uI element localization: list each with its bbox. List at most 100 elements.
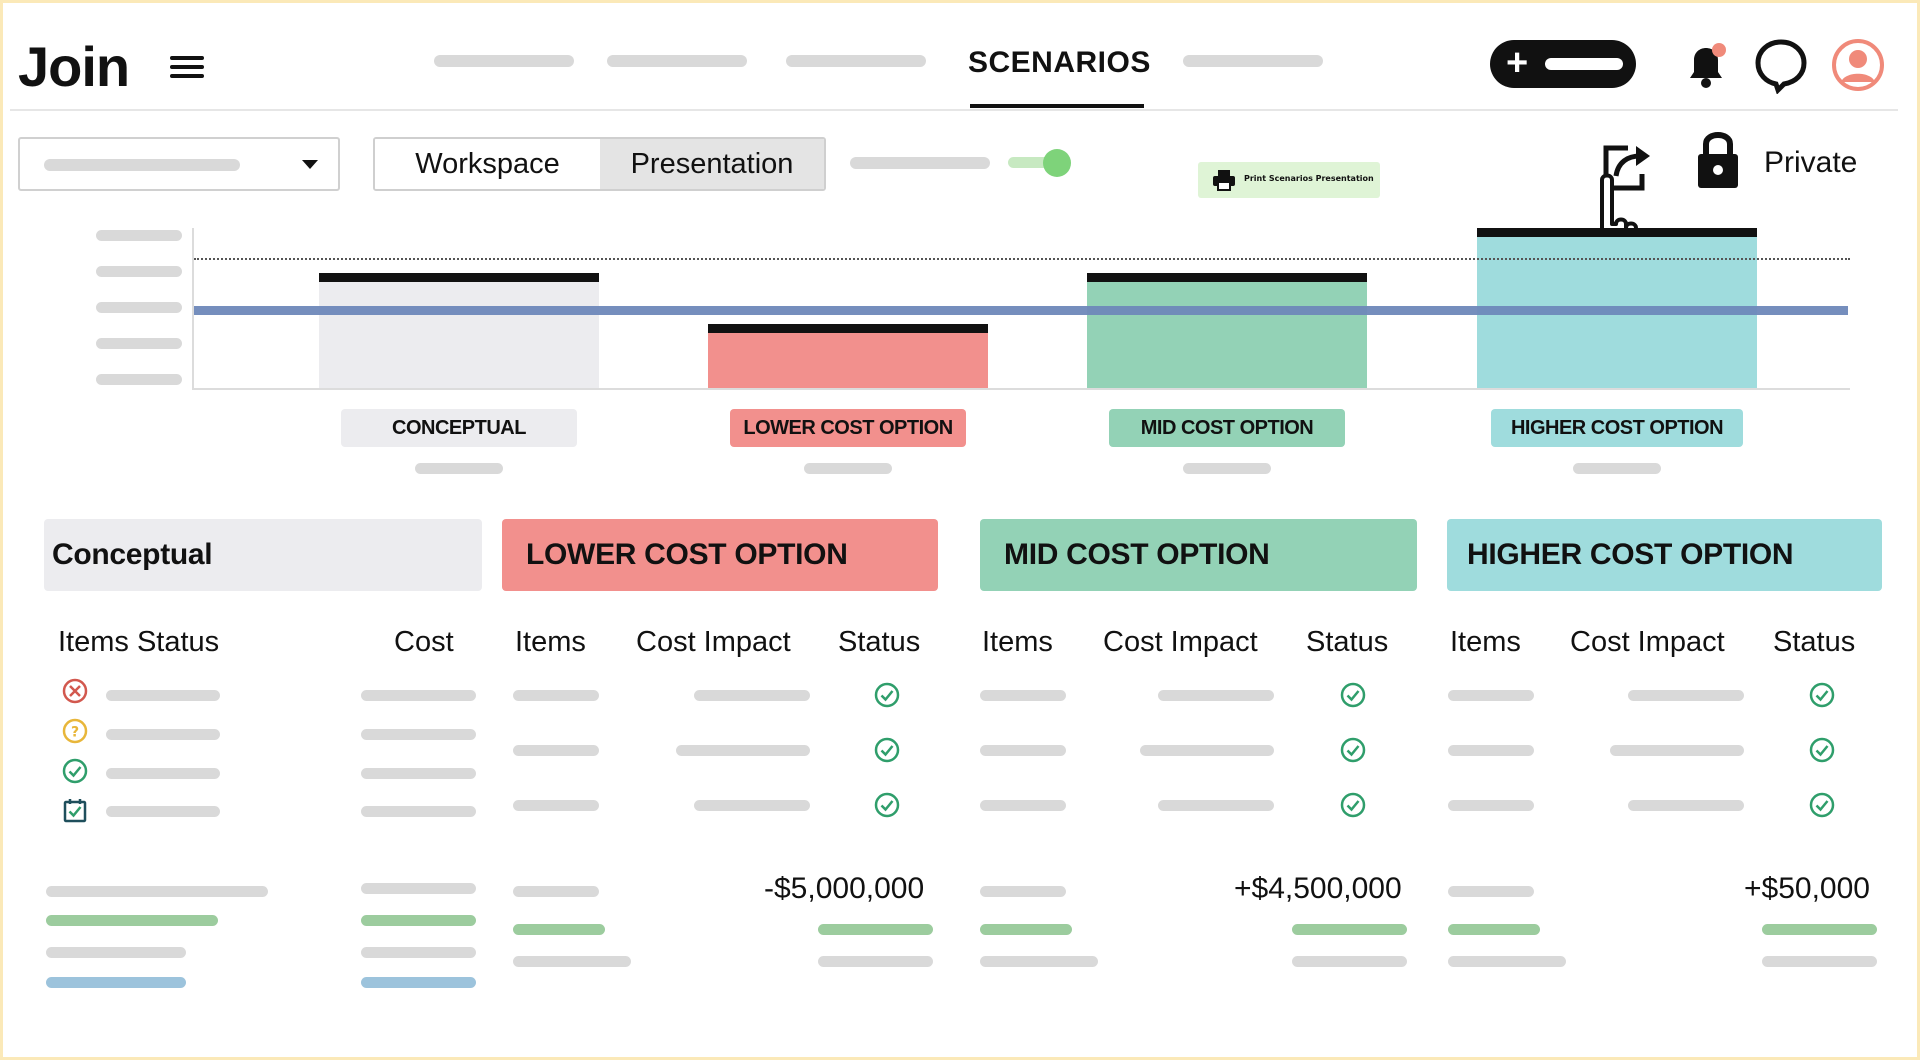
accepted-status-icon: [1809, 792, 1835, 818]
app-logo[interactable]: Join: [18, 35, 130, 98]
summary-placeholder: [46, 947, 186, 958]
section-header-conceptual: Conceptual: [44, 519, 482, 591]
chart-target-line: [194, 306, 1848, 315]
privacy-label[interactable]: Private: [1764, 146, 1858, 179]
svg-text:?: ?: [71, 725, 79, 741]
cost-impact-placeholder: [1628, 690, 1744, 701]
summary-placeholder: [818, 956, 933, 967]
y-tick-label: [96, 374, 182, 385]
cost-impact-placeholder: [1158, 690, 1274, 701]
accepted-status-icon: [1340, 737, 1366, 763]
summary-placeholder: [1292, 924, 1407, 935]
chart-dotted-reference-line: [194, 258, 1850, 260]
y-tick-label: [96, 338, 182, 349]
cost-placeholder: [361, 768, 476, 779]
summary-placeholder: [1762, 924, 1877, 935]
header-divider: [10, 109, 1898, 111]
chart-bar[interactable]: [319, 273, 599, 388]
printer-icon: [1213, 170, 1235, 191]
print-button-label: Print Scenarios Presentation: [1244, 174, 1374, 183]
nav-tab-placeholder-1[interactable]: [434, 55, 574, 67]
summary-placeholder: [361, 947, 476, 958]
menu-icon[interactable]: [170, 56, 204, 82]
active-tab-indicator: [970, 104, 1144, 108]
total-higher-cost: +$50,000: [1744, 872, 1870, 905]
toggle-knob[interactable]: [1043, 149, 1071, 177]
item-placeholder: [980, 690, 1066, 701]
chart-bar[interactable]: [708, 324, 988, 388]
summary-placeholder: [980, 956, 1098, 967]
summary-placeholder: [46, 915, 218, 926]
toggle-switch[interactable]: [1008, 157, 1068, 168]
summary-placeholder: [980, 886, 1066, 897]
cost-impact-placeholder: [694, 800, 810, 811]
nav-tab-placeholder-4[interactable]: [1183, 55, 1323, 67]
y-tick-label: [96, 230, 182, 241]
summary-placeholder: [1762, 956, 1877, 967]
cost-impact-placeholder: [676, 745, 810, 756]
view-mode-toggle: Workspace Presentation: [373, 137, 826, 191]
cost-placeholder: [361, 806, 476, 817]
chart-bar-cap: [1477, 228, 1757, 237]
rejected-status-icon: [62, 678, 88, 704]
summary-placeholder: [513, 886, 599, 897]
total-lower-cost: -$5,000,000: [764, 872, 925, 905]
chart-category-label: CONCEPTUAL: [341, 409, 577, 447]
scenario-select[interactable]: [18, 137, 340, 191]
chart-bar[interactable]: [1087, 273, 1367, 388]
summary-placeholder: [1448, 956, 1566, 967]
tab-scenarios[interactable]: SCENARIOS: [968, 46, 1151, 79]
nav-tab-placeholder-2[interactable]: [607, 55, 747, 67]
accepted-status-icon: [1340, 792, 1366, 818]
column-header-status: Status: [1773, 626, 1856, 658]
bell-icon[interactable]: [1682, 40, 1730, 90]
chart-bar-cap: [1087, 273, 1367, 282]
summary-placeholder: [1448, 886, 1534, 897]
item-placeholder: [1448, 800, 1534, 811]
lock-icon[interactable]: [1694, 128, 1742, 190]
cost-impact-placeholder: [1158, 800, 1274, 811]
column-header-cost-impact: Cost Impact: [636, 626, 791, 658]
cost-placeholder: [361, 729, 476, 740]
section-header-higher-cost: HIGHER COST OPTION: [1447, 519, 1882, 591]
chart-category-sublabel: [1183, 463, 1271, 474]
column-header-status: Status: [1306, 626, 1389, 658]
add-button[interactable]: +: [1490, 40, 1636, 88]
question-status-icon: ?: [62, 718, 88, 744]
accepted-status-icon: [1340, 682, 1366, 708]
plus-icon: +: [1506, 42, 1529, 84]
summary-placeholder: [513, 924, 605, 935]
avatar[interactable]: [1831, 38, 1885, 92]
chat-icon[interactable]: [1752, 36, 1810, 94]
chart-category-label: HIGHER COST OPTION: [1491, 409, 1743, 447]
chart-category-sublabel: [415, 463, 503, 474]
cost-impact-placeholder: [694, 690, 810, 701]
accepted-status-icon: [874, 682, 900, 708]
item-name-placeholder: [106, 768, 220, 779]
column-header-items: Items: [982, 626, 1053, 658]
item-placeholder: [513, 800, 599, 811]
chevron-down-icon: [302, 160, 318, 169]
cost-impact-placeholder: [1610, 745, 1744, 756]
column-header-items-status: Items Status: [58, 626, 220, 658]
section-header-mid-cost: MID COST OPTION: [980, 519, 1417, 591]
cost-impact-placeholder: [1140, 745, 1274, 756]
summary-placeholder: [818, 924, 933, 935]
column-header-items: Items: [515, 626, 586, 658]
cost-impact-placeholder: [1628, 800, 1744, 811]
item-name-placeholder: [106, 806, 220, 817]
item-placeholder: [513, 745, 599, 756]
workspace-tab[interactable]: Workspace: [375, 139, 600, 189]
nav-tab-placeholder-3[interactable]: [786, 55, 926, 67]
presentation-tab[interactable]: Presentation: [600, 139, 824, 189]
accepted-status-icon: [874, 792, 900, 818]
print-presentation-button[interactable]: Print Scenarios Presentation: [1198, 162, 1380, 198]
item-name-placeholder: [106, 690, 220, 701]
column-header-cost-impact: Cost Impact: [1570, 626, 1725, 658]
chart-y-axis: [192, 228, 194, 390]
summary-placeholder: [513, 956, 631, 967]
y-tick-label: [96, 266, 182, 277]
item-placeholder: [980, 800, 1066, 811]
item-placeholder: [1448, 690, 1534, 701]
incorporated-status-icon: [63, 799, 87, 823]
